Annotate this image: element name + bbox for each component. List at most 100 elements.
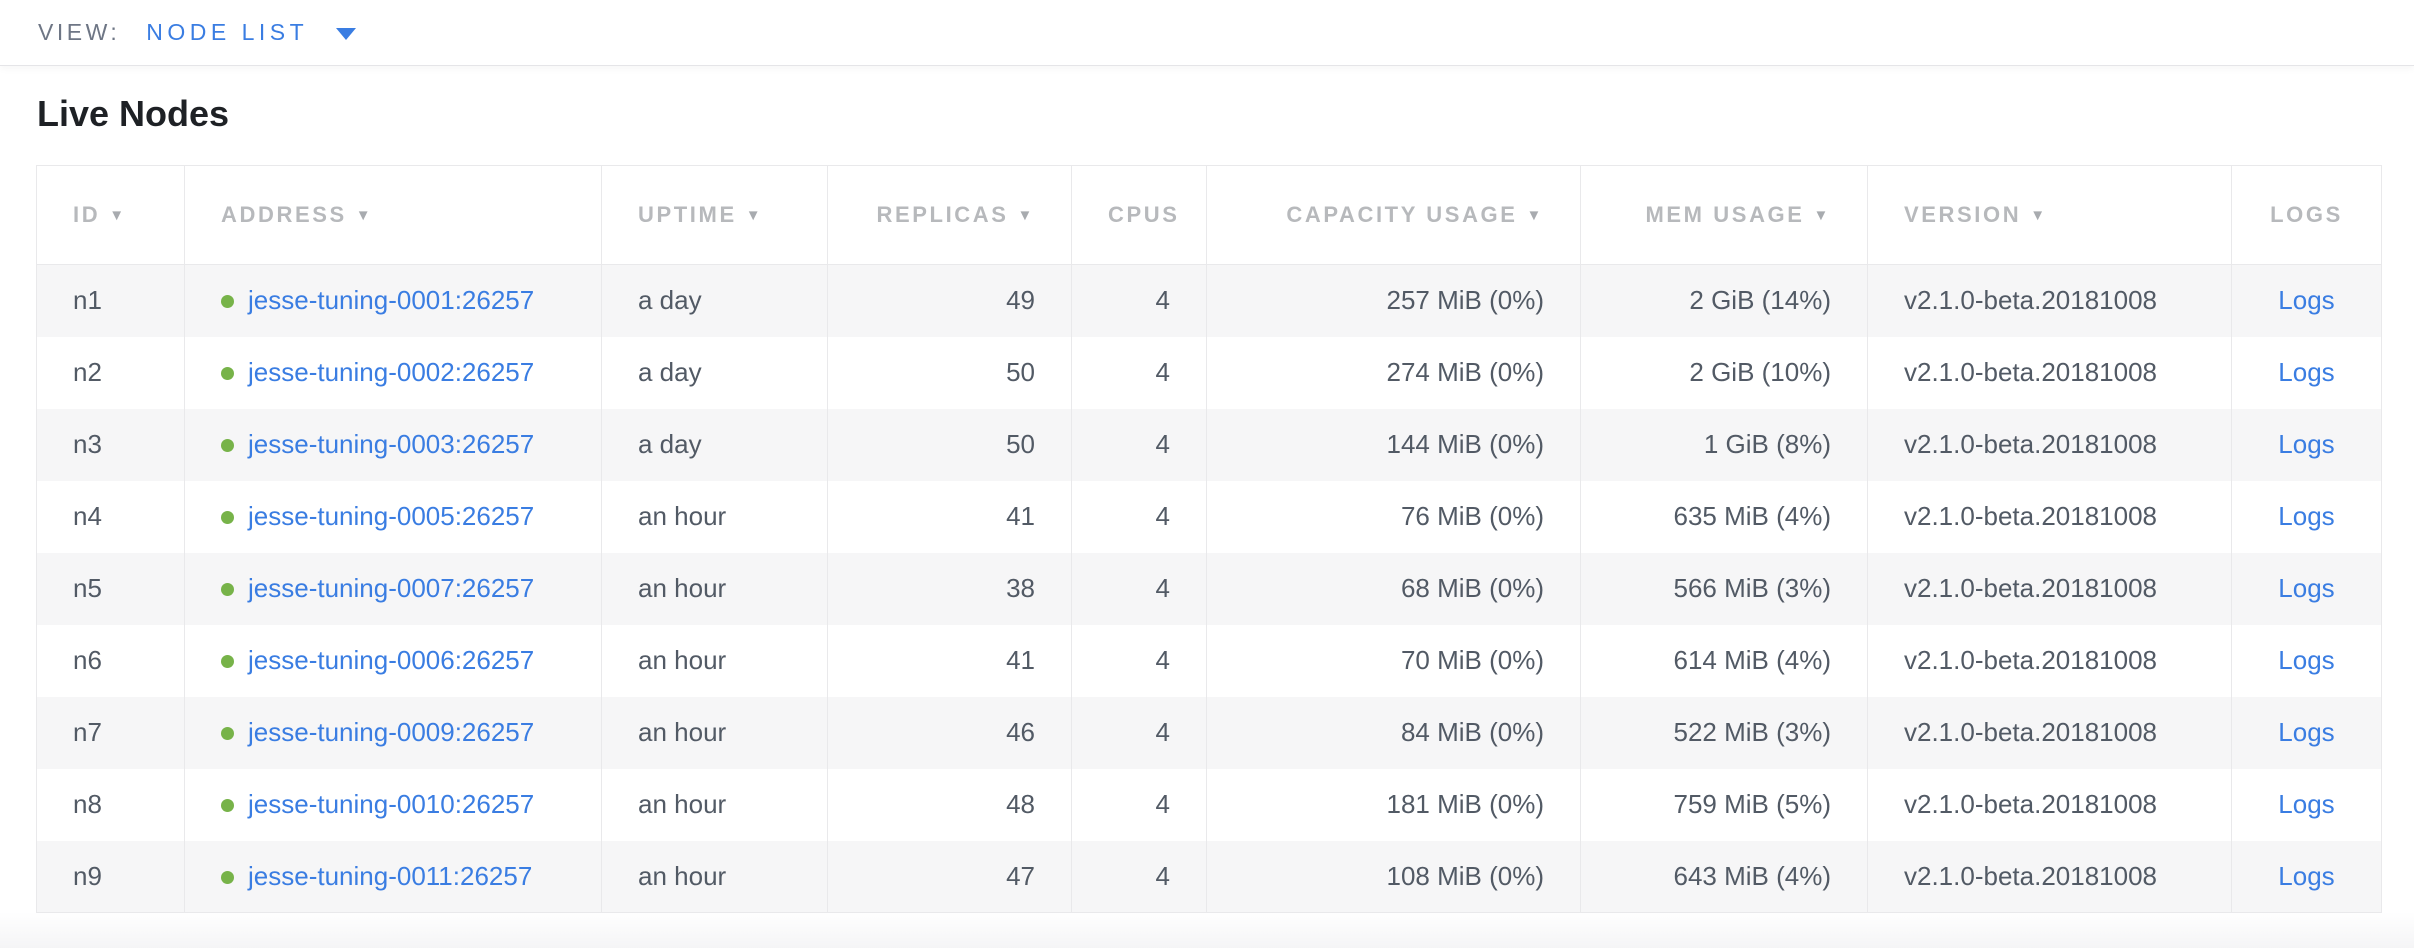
node-status-healthy-icon [221, 655, 234, 668]
cell-version: v2.1.0-beta.20181008 [1867, 768, 2232, 841]
cell-mem: 2 GiB (10%) [1580, 336, 1868, 409]
cell-mem: 1 GiB (8%) [1580, 408, 1868, 481]
cell-replicas: 47 [827, 840, 1072, 913]
node-status-healthy-icon [221, 799, 234, 812]
node-logs-link[interactable]: Logs [2278, 573, 2335, 603]
cell-replicas: 41 [827, 480, 1072, 553]
node-logs-link[interactable]: Logs [2278, 429, 2335, 459]
cell-id: n1 [36, 264, 185, 337]
top-bar: VIEW: NODE LIST [0, 0, 2414, 66]
cell-cpus: 4 [1071, 336, 1207, 409]
cell-replicas: 50 [827, 408, 1072, 481]
column-header-uptime[interactable]: UPTIME ▼ [601, 165, 828, 265]
view-dropdown[interactable]: NODE LIST [146, 19, 357, 46]
cell-version: v2.1.0-beta.20181008 [1867, 480, 2232, 553]
cell-address: jesse-tuning-0006:26257 [184, 624, 602, 697]
cell-uptime: an hour [601, 624, 828, 697]
cell-replicas: 49 [827, 264, 1072, 337]
cell-capacity: 257 MiB (0%) [1206, 264, 1581, 337]
cell-mem: 522 MiB (3%) [1580, 696, 1868, 769]
cell-uptime: an hour [601, 552, 828, 625]
node-logs-link[interactable]: Logs [2278, 357, 2335, 387]
cell-mem: 614 MiB (4%) [1580, 624, 1868, 697]
cell-capacity: 274 MiB (0%) [1206, 336, 1581, 409]
cell-capacity: 108 MiB (0%) [1206, 840, 1581, 913]
node-address-link[interactable]: jesse-tuning-0001:26257 [248, 285, 535, 316]
cell-address: jesse-tuning-0003:26257 [184, 408, 602, 481]
cell-address: jesse-tuning-0007:26257 [184, 552, 602, 625]
sort-caret-down-icon: ▼ [1813, 207, 1831, 224]
node-logs-link[interactable]: Logs [2278, 789, 2335, 819]
node-address-link[interactable]: jesse-tuning-0009:26257 [248, 717, 535, 747]
cell-uptime: a day [601, 336, 828, 409]
column-header-cpus: CPUS [1071, 165, 1207, 265]
cell-logs: Logs [2231, 552, 2382, 625]
cell-uptime: an hour [601, 480, 828, 553]
cell-id: n8 [36, 768, 185, 841]
cell-cpus: 4 [1071, 696, 1207, 769]
cell-cpus: 4 [1071, 840, 1207, 913]
bottom-fade [0, 912, 2414, 948]
node-address-link[interactable]: jesse-tuning-0006:26257 [248, 645, 535, 675]
node-status-healthy-icon [221, 727, 234, 740]
cell-logs: Logs [2231, 624, 2382, 697]
cell-address: jesse-tuning-0002:26257 [184, 336, 602, 409]
table-header-row: ID ▼ ADDRESS ▼ UPTIME ▼ REPLICAS ▼ CPUS CAPACITY … [36, 165, 2382, 265]
cell-capacity: 181 MiB (0%) [1206, 768, 1581, 841]
node-logs-link[interactable]: Logs [2278, 645, 2335, 675]
node-status-healthy-icon [221, 295, 234, 309]
cell-capacity: 70 MiB (0%) [1206, 624, 1581, 697]
node-logs-link[interactable]: Logs [2278, 717, 2335, 747]
sort-caret-down-icon: ▼ [109, 207, 127, 224]
page-title: Live Nodes [37, 93, 230, 134]
column-header-replicas[interactable]: REPLICAS ▼ [827, 165, 1072, 265]
cell-cpus: 4 [1071, 552, 1207, 625]
node-address-link[interactable]: jesse-tuning-0007:26257 [248, 573, 535, 603]
cell-logs: Logs [2231, 264, 2382, 337]
cell-uptime: a day [601, 408, 828, 481]
column-header-mem[interactable]: MEM USAGE ▼ [1580, 165, 1868, 265]
node-logs-link[interactable]: Logs [2278, 501, 2335, 531]
view-label: VIEW: [38, 19, 121, 45]
sort-caret-down-icon: ▼ [1526, 207, 1544, 224]
cell-version: v2.1.0-beta.20181008 [1867, 840, 2232, 913]
live-nodes-table-container: ID ▼ ADDRESS ▼ UPTIME ▼ REPLICAS ▼ CPUS CAPACITY … [36, 165, 2382, 913]
cell-address: jesse-tuning-0010:26257 [184, 768, 602, 841]
node-status-healthy-icon [221, 583, 234, 596]
column-label-version: VERSION [1904, 202, 2022, 227]
column-label-capacity: CAPACITY USAGE [1286, 202, 1518, 227]
node-address-link[interactable]: jesse-tuning-0011:26257 [248, 860, 533, 891]
node-address-link[interactable]: jesse-tuning-0002:26257 [248, 357, 535, 387]
node-address-link[interactable]: jesse-tuning-0010:26257 [248, 789, 535, 819]
node-row-n4: n4 jesse-tuning-0005:26257 an hour 41 4 76 Mi… [36, 480, 2382, 553]
node-logs-link[interactable]: Logs [2278, 860, 2335, 891]
node-row-n8: n8 jesse-tuning-0010:26257 an hour 48 4 181 M… [36, 768, 2382, 841]
column-header-version[interactable]: VERSION ▼ [1867, 165, 2232, 265]
node-status-healthy-icon [221, 439, 234, 452]
view-dropdown-value: NODE LIST [146, 19, 309, 45]
node-row-n3: n3 jesse-tuning-0003:26257 a day 50 4 144 MiB… [36, 408, 2382, 481]
column-label-logs: LOGS [2270, 202, 2343, 227]
live-nodes-table: ID ▼ ADDRESS ▼ UPTIME ▼ REPLICAS ▼ CPUS CAPACITY … [36, 165, 2382, 913]
node-row-n5: n5 jesse-tuning-0007:26257 an hour 38 4 68 Mi… [36, 552, 2382, 625]
column-header-address[interactable]: ADDRESS ▼ [184, 165, 602, 265]
cell-replicas: 46 [827, 696, 1072, 769]
node-address-link[interactable]: jesse-tuning-0005:26257 [248, 501, 535, 531]
cell-id: n2 [36, 336, 185, 409]
cell-version: v2.1.0-beta.20181008 [1867, 552, 2232, 625]
cell-replicas: 38 [827, 552, 1072, 625]
column-header-id[interactable]: ID ▼ [36, 165, 185, 265]
node-address-link[interactable]: jesse-tuning-0003:26257 [248, 429, 535, 459]
column-header-capacity[interactable]: CAPACITY USAGE ▼ [1206, 165, 1581, 265]
cell-mem: 759 MiB (5%) [1580, 768, 1868, 841]
node-row-n2: n2 jesse-tuning-0002:26257 a day 50 4 274 MiB… [36, 336, 2382, 409]
node-row-n1: n1 jesse-tuning-0001:26257 a day 49 4 257 MiB… [36, 264, 2382, 337]
cell-logs: Logs [2231, 696, 2382, 769]
cell-address: jesse-tuning-0005:26257 [184, 480, 602, 553]
cell-cpus: 4 [1071, 408, 1207, 481]
cell-logs: Logs [2231, 768, 2382, 841]
node-logs-link[interactable]: Logs [2278, 285, 2335, 316]
cell-version: v2.1.0-beta.20181008 [1867, 624, 2232, 697]
column-label-address: ADDRESS [221, 202, 347, 227]
column-label-uptime: UPTIME [638, 202, 737, 227]
